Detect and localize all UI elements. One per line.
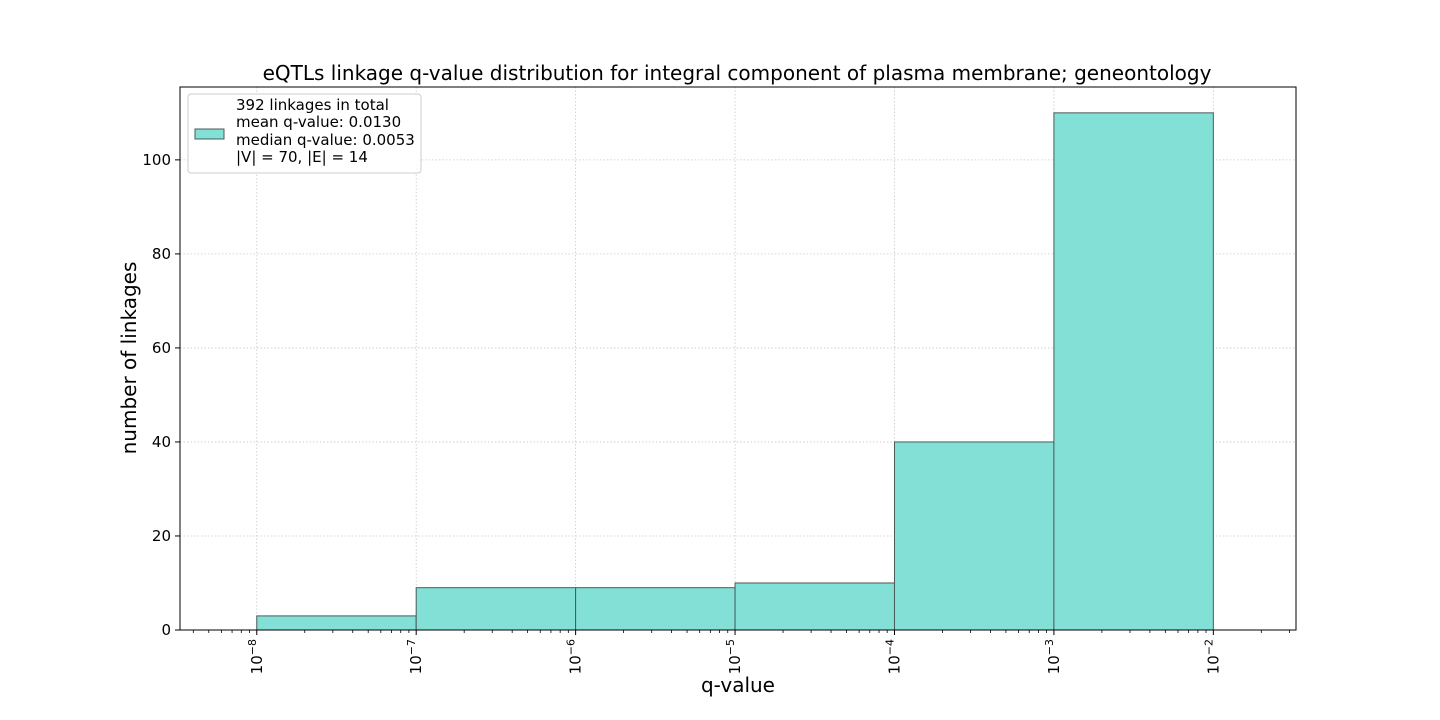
x-axis-label: q-value [701,673,775,697]
legend-box [187,93,422,174]
histogram-bar [575,587,736,631]
legend: 392 linkages in total mean q-value: 0.01… [187,93,422,174]
y-axis-label: number of linkages [117,262,141,455]
bars-layer [256,112,1214,631]
y-tick-label: 20 [152,527,171,545]
x-tick-label: 10−7 [405,639,425,674]
y-tick-label: 80 [152,245,171,263]
x-tick-label: 10−8 [246,639,266,674]
histogram-bar [893,441,1055,631]
legend-swatch [194,128,225,140]
legend-line-graph-size: |V| = 70, |E| = 14 [236,148,368,166]
y-tick-label: 60 [152,339,171,357]
ticks-layer: 0 20 40 60 80 100 10−8 10−7 10−6 10−5 10−4 10−3 10−2 [142,151,1290,674]
histogram-bar [1053,112,1214,631]
x-tick-label: 10−5 [724,639,744,674]
legend-line-median: median q-value: 0.0053 [236,131,415,149]
y-tick-label: 40 [152,433,171,451]
x-tick-label: 10−6 [565,639,585,674]
x-tick-label: 10−2 [1202,639,1222,674]
histogram-bar [415,587,577,631]
plot-frame [179,86,1297,631]
x-tick-label: 10−4 [883,639,903,674]
legend-line-mean: mean q-value: 0.0130 [236,113,401,131]
chart-title: eQTLs linkage q-value distribution for i… [263,61,1212,85]
histogram-bar [256,615,417,631]
legend-line-total: 392 linkages in total [236,96,389,114]
y-tick-label: 0 [161,621,171,639]
histogram-bar [734,582,895,631]
x-tick-label: 10−3 [1043,639,1063,674]
y-tick-label: 100 [142,151,171,169]
